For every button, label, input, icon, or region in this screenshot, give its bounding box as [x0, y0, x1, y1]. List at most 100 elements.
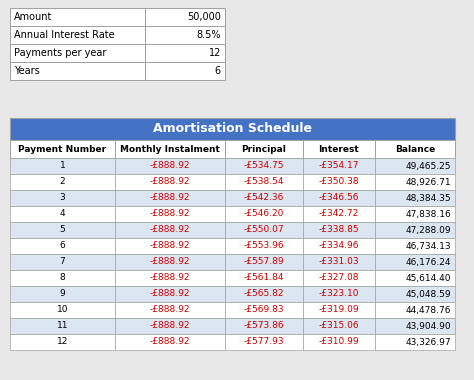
Text: 44,478.76: 44,478.76: [405, 306, 451, 315]
Text: -£888.92: -£888.92: [150, 225, 190, 234]
Bar: [10, 140, 115, 158]
Text: Balance: Balance: [395, 144, 435, 154]
Bar: [145, 62, 225, 80]
Text: 6: 6: [215, 66, 221, 76]
Text: -£888.92: -£888.92: [150, 242, 190, 250]
Bar: [375, 174, 455, 190]
Text: 6: 6: [60, 242, 65, 250]
Text: -£888.92: -£888.92: [150, 177, 190, 187]
Text: -£888.92: -£888.92: [150, 290, 190, 299]
Bar: [115, 286, 225, 302]
Bar: [303, 206, 375, 222]
Bar: [115, 140, 225, 158]
Text: Payment Number: Payment Number: [18, 144, 107, 154]
Text: -£550.07: -£550.07: [244, 225, 284, 234]
Text: -£888.92: -£888.92: [150, 337, 190, 347]
Text: -£310.99: -£310.99: [319, 337, 359, 347]
Text: 8: 8: [60, 274, 65, 282]
Text: -£315.06: -£315.06: [319, 321, 359, 331]
Text: -£888.92: -£888.92: [150, 209, 190, 218]
Bar: [115, 238, 225, 254]
Bar: [145, 26, 225, 44]
Bar: [375, 206, 455, 222]
Text: -£577.93: -£577.93: [244, 337, 284, 347]
Text: 48,384.35: 48,384.35: [405, 193, 451, 203]
Text: -£342.72: -£342.72: [319, 209, 359, 218]
Bar: [10, 238, 115, 254]
Bar: [10, 254, 115, 270]
Text: -£557.89: -£557.89: [244, 258, 284, 266]
Text: 50,000: 50,000: [187, 12, 221, 22]
Bar: [303, 222, 375, 238]
Bar: [225, 174, 303, 190]
Bar: [303, 302, 375, 318]
Bar: [145, 8, 225, 26]
Text: 2: 2: [60, 177, 65, 187]
Text: -£534.75: -£534.75: [244, 162, 284, 171]
Text: 11: 11: [57, 321, 68, 331]
Text: 8.5%: 8.5%: [197, 30, 221, 40]
Text: -£561.84: -£561.84: [244, 274, 284, 282]
Bar: [145, 44, 225, 62]
Bar: [303, 318, 375, 334]
Text: -£538.54: -£538.54: [244, 177, 284, 187]
Bar: [375, 334, 455, 350]
Bar: [303, 254, 375, 270]
Bar: [375, 270, 455, 286]
Text: -£888.92: -£888.92: [150, 306, 190, 315]
Text: 46,176.24: 46,176.24: [405, 258, 451, 266]
Text: -£565.82: -£565.82: [244, 290, 284, 299]
Bar: [303, 158, 375, 174]
Bar: [10, 302, 115, 318]
Bar: [115, 334, 225, 350]
Bar: [375, 140, 455, 158]
Text: -£569.83: -£569.83: [244, 306, 284, 315]
Bar: [10, 26, 145, 44]
Bar: [375, 190, 455, 206]
Text: 12: 12: [57, 337, 68, 347]
Bar: [225, 140, 303, 158]
Bar: [303, 174, 375, 190]
Bar: [10, 174, 115, 190]
Bar: [375, 302, 455, 318]
Text: -£354.17: -£354.17: [319, 162, 359, 171]
Bar: [375, 158, 455, 174]
Bar: [375, 318, 455, 334]
Bar: [10, 158, 115, 174]
Text: 47,288.09: 47,288.09: [405, 225, 451, 234]
Bar: [10, 318, 115, 334]
Text: -£323.10: -£323.10: [319, 290, 359, 299]
Text: -£350.38: -£350.38: [319, 177, 359, 187]
Bar: [303, 334, 375, 350]
Bar: [225, 270, 303, 286]
Text: Monthly Instalment: Monthly Instalment: [120, 144, 220, 154]
Text: 4: 4: [60, 209, 65, 218]
Bar: [225, 318, 303, 334]
Bar: [10, 286, 115, 302]
Bar: [303, 286, 375, 302]
Text: Years: Years: [14, 66, 40, 76]
Text: -£338.85: -£338.85: [319, 225, 359, 234]
Text: -£888.92: -£888.92: [150, 321, 190, 331]
Bar: [225, 286, 303, 302]
Text: -£334.96: -£334.96: [319, 242, 359, 250]
Text: -£888.92: -£888.92: [150, 258, 190, 266]
Bar: [10, 222, 115, 238]
Bar: [375, 222, 455, 238]
Text: Amount: Amount: [14, 12, 52, 22]
Text: 1: 1: [60, 162, 65, 171]
Bar: [10, 270, 115, 286]
Bar: [225, 238, 303, 254]
Bar: [375, 254, 455, 270]
Bar: [225, 334, 303, 350]
Text: -£888.92: -£888.92: [150, 162, 190, 171]
Bar: [115, 206, 225, 222]
Bar: [10, 118, 455, 140]
Bar: [115, 270, 225, 286]
Text: 45,048.59: 45,048.59: [405, 290, 451, 299]
Bar: [303, 270, 375, 286]
Text: 10: 10: [57, 306, 68, 315]
Bar: [225, 254, 303, 270]
Text: -£546.20: -£546.20: [244, 209, 284, 218]
Bar: [115, 174, 225, 190]
